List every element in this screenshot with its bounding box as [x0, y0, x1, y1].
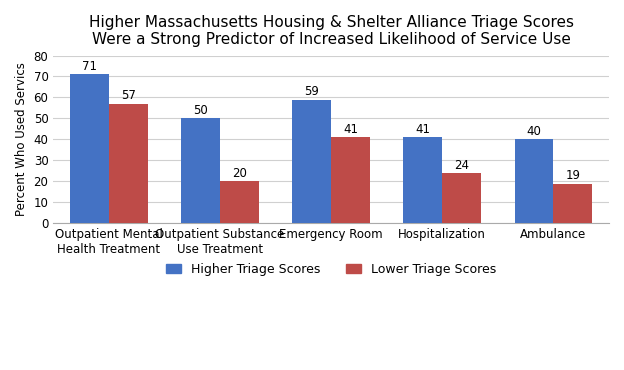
Bar: [181, 118, 220, 223]
Text: 41: 41: [416, 123, 431, 136]
Bar: [70, 74, 109, 223]
Bar: [403, 137, 442, 223]
Bar: [515, 139, 553, 223]
Bar: [220, 181, 259, 223]
Text: 24: 24: [454, 159, 469, 172]
Title: Higher Massachusetts Housing & Shelter Alliance Triage Scores
Were a Strong Pred: Higher Massachusetts Housing & Shelter A…: [89, 15, 573, 47]
Bar: [553, 184, 592, 223]
Text: 40: 40: [527, 125, 542, 138]
Bar: [442, 173, 481, 223]
Y-axis label: Percent Who Used Servics: Percent Who Used Servics: [15, 63, 28, 216]
Text: 41: 41: [343, 123, 358, 136]
Bar: [109, 104, 148, 223]
Legend: Higher Triage Scores, Lower Triage Scores: Higher Triage Scores, Lower Triage Score…: [162, 258, 501, 281]
Text: 57: 57: [121, 89, 136, 102]
Text: 59: 59: [305, 85, 319, 98]
Text: 50: 50: [193, 104, 208, 117]
Text: 71: 71: [82, 60, 97, 73]
Text: 20: 20: [232, 167, 247, 180]
Bar: [331, 137, 370, 223]
Text: 19: 19: [565, 169, 580, 182]
Bar: [292, 100, 331, 223]
